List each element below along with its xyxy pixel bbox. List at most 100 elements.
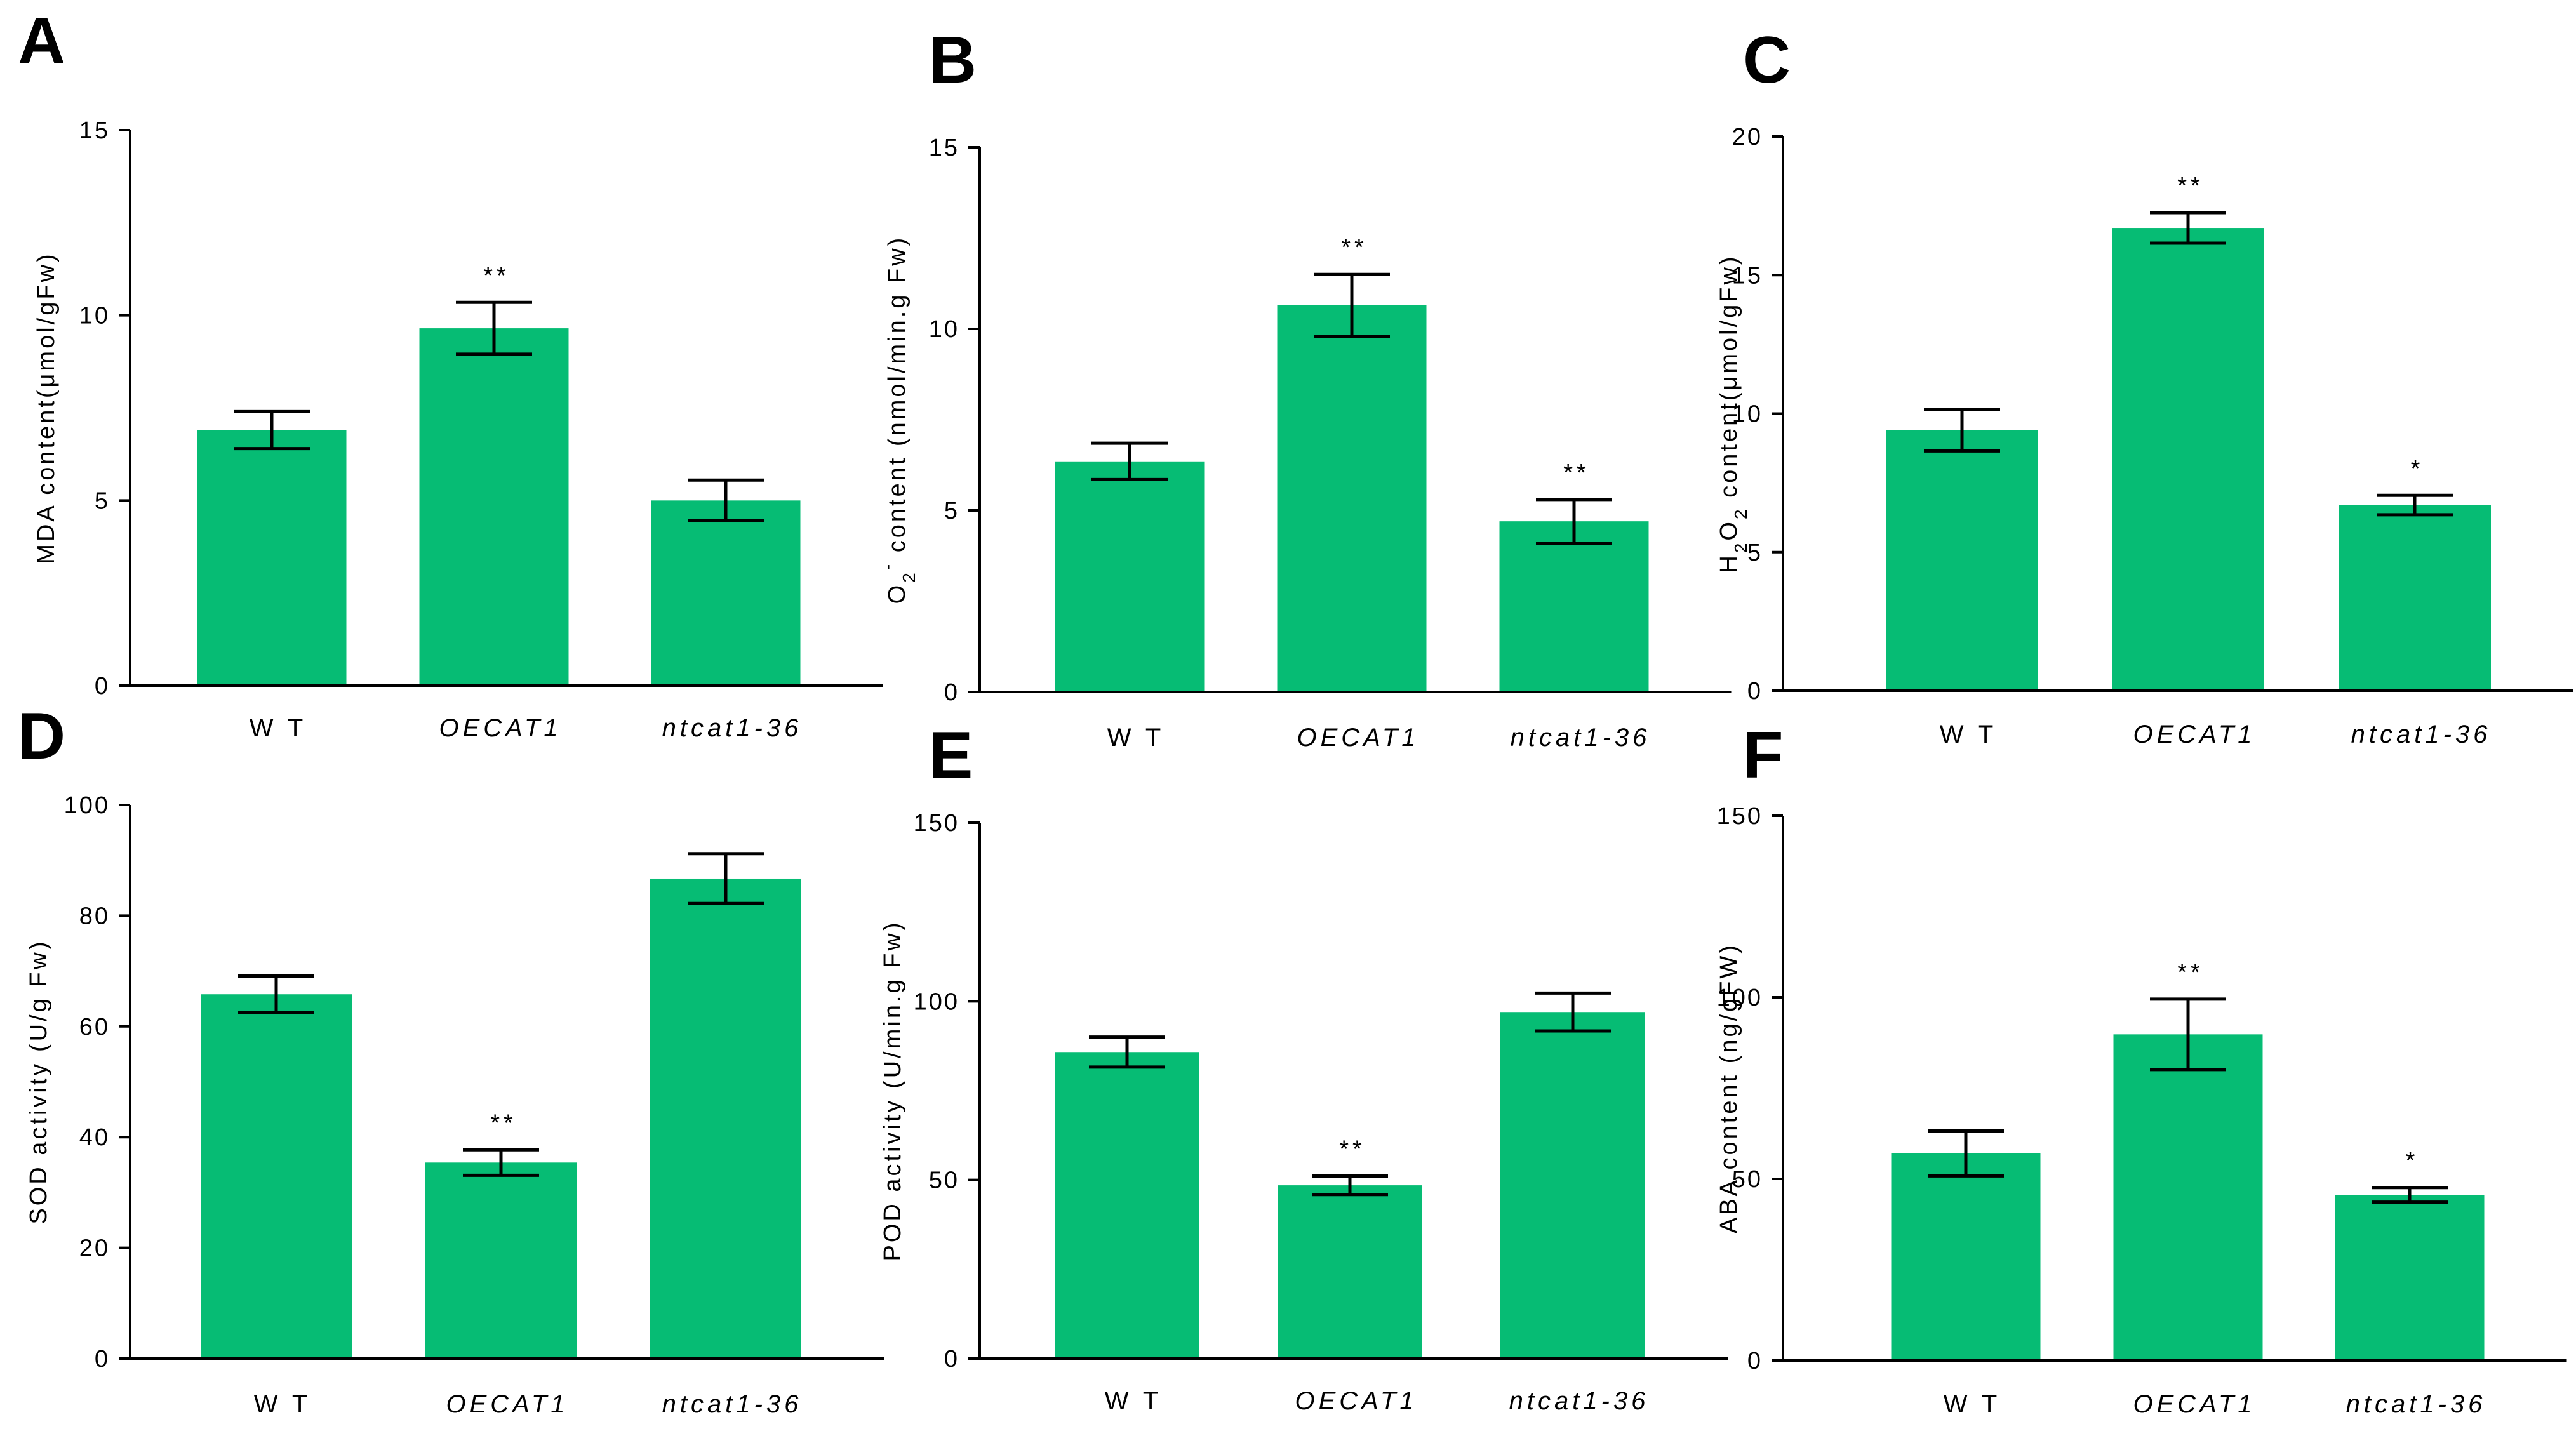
panel-letter: F — [1743, 719, 1784, 792]
error-bar — [238, 974, 314, 1014]
y-tick-label: 0 — [95, 1346, 110, 1373]
y-tick-label: 15 — [929, 135, 959, 161]
error-bar — [1312, 1174, 1388, 1197]
category-label: W T — [1105, 1387, 1163, 1415]
error-bar — [1091, 441, 1168, 481]
y-axis-label: MDA content(μmol/gFw) — [33, 251, 60, 564]
y-tick-label: 0 — [95, 673, 110, 700]
bar-oecat1 — [2112, 228, 2264, 691]
error-bar — [2150, 997, 2226, 1072]
error-bar — [688, 478, 764, 522]
error-bar — [1924, 408, 2000, 453]
bar-ntcat1-36 — [2339, 505, 2491, 691]
bar-oecat1 — [2113, 1034, 2263, 1360]
y-tick-label: 10 — [929, 316, 959, 343]
error-bar — [2372, 1186, 2448, 1204]
y-axis-label: H2O2 content(μmol/gFw) — [1716, 254, 1751, 573]
error-bar — [234, 409, 310, 451]
error-bar — [2377, 493, 2453, 517]
category-label: ntcat1-36 — [2346, 1390, 2486, 1418]
panel-letter: A — [18, 4, 65, 78]
significance-marker: ** — [483, 262, 510, 289]
category-label: OECAT1 — [446, 1390, 568, 1418]
significance-marker: ** — [490, 1110, 517, 1136]
bar-ntcat1-36 — [650, 878, 801, 1359]
category-label: W T — [250, 714, 307, 742]
panel-c: C W T ** OECAT1 * ntcat1-36 0 5 10 15 20 H2O2 conte… — [1716, 23, 2573, 748]
panel-d: D W T ** OECAT1 ntcat1-36 0 20 40 60 80 100 SOD act… — [18, 700, 884, 1418]
y-tick-label: 150 — [914, 810, 959, 837]
y-tick-label: 100 — [914, 988, 959, 1015]
significance-marker: ** — [1341, 234, 1368, 261]
bar-ntcat1-36 — [1500, 1012, 1645, 1359]
panel-e: E W T ** OECAT1 ntcat1-36 0 50 100 150 POD activi… — [879, 719, 1728, 1415]
bar-oecat1 — [1278, 1185, 1422, 1359]
axes — [978, 823, 1728, 1360]
category-label: ntcat1-36 — [1509, 1387, 1650, 1415]
y-tick-label: 0 — [944, 679, 959, 706]
y-axis-label: O2- content (nmol/min.g Fw) — [878, 236, 919, 604]
category-label: OECAT1 — [1297, 724, 1419, 752]
panel-letter: D — [18, 700, 65, 773]
bar-wt — [1055, 1052, 1199, 1359]
bar-wt — [1055, 461, 1205, 692]
y-tick-label: 5 — [1747, 540, 1763, 566]
error-bar — [1089, 1035, 1165, 1069]
y-tick-label: 5 — [944, 498, 959, 524]
category-label: ntcat1-36 — [1511, 724, 1651, 752]
error-bar — [2150, 211, 2226, 245]
panel-f: F W T ** OECAT1 * ntcat1-36 0 50 100 150 ABA conte… — [1716, 719, 2567, 1418]
category-label: W T — [1944, 1390, 2001, 1418]
y-tick-label: 20 — [79, 1235, 110, 1262]
bar-wt — [1891, 1153, 2041, 1360]
category-label: W T — [1940, 721, 1998, 748]
y-tick-label: 80 — [79, 903, 110, 929]
bar-wt — [201, 994, 352, 1359]
y-tick-label: 10 — [1732, 401, 1763, 428]
y-tick-label: 15 — [79, 117, 110, 144]
category-label: OECAT1 — [1295, 1387, 1417, 1415]
bar-wt — [1886, 430, 2038, 691]
category-label: OECAT1 — [439, 714, 561, 742]
error-bar — [1314, 272, 1390, 338]
y-tick-label: 100 — [64, 792, 110, 819]
category-label: ntcat1-36 — [2351, 721, 2492, 748]
y-tick-label: 0 — [1747, 678, 1763, 705]
panel-letter: C — [1743, 23, 1791, 97]
panel-b: B W T ** OECAT1 ** ntcat1-36 0 5 10 15 O2- content… — [878, 23, 1732, 752]
category-label: ntcat1-36 — [662, 1390, 803, 1418]
error-bar — [1535, 991, 1611, 1033]
y-tick-label: 0 — [944, 1346, 959, 1373]
y-tick-label: 15 — [1732, 262, 1763, 289]
panel-letter: B — [929, 23, 977, 97]
bar-ntcat1-36 — [651, 500, 801, 686]
error-bar — [688, 852, 764, 905]
y-tick-label: 5 — [95, 488, 110, 514]
y-axis-label: SOD activity (U/g Fw) — [25, 939, 52, 1224]
panel-a: A W T ** OECAT1 ntcat1-36 0 5 10 15 MDA content(μ… — [18, 4, 883, 742]
y-tick-label: 60 — [79, 1014, 110, 1040]
y-tick-label: 20 — [1732, 124, 1763, 150]
y-tick-label: 100 — [1717, 985, 1763, 1011]
bar-oecat1 — [425, 1162, 577, 1359]
y-axis-label: ABA content (ng/gFW) — [1716, 943, 1742, 1233]
category-label: W T — [254, 1390, 312, 1418]
y-tick-label: 50 — [1732, 1166, 1763, 1193]
y-tick-label: 150 — [1717, 803, 1763, 830]
axes — [1782, 816, 2567, 1362]
significance-marker: ** — [2177, 173, 2204, 199]
significance-marker: ** — [2177, 959, 2204, 986]
bar-wt — [197, 430, 347, 686]
axes — [129, 805, 884, 1360]
bar-ntcat1-36 — [2335, 1195, 2485, 1360]
significance-marker: * — [2406, 1148, 2419, 1174]
axes — [978, 147, 1732, 693]
bar-oecat1 — [1277, 305, 1427, 692]
y-tick-label: 0 — [1747, 1348, 1763, 1374]
error-bar — [1928, 1129, 2004, 1178]
bar-ntcat1-36 — [1499, 521, 1649, 692]
error-bar — [1536, 498, 1612, 545]
y-tick-label: 10 — [79, 303, 110, 329]
panel-letter: E — [929, 719, 973, 792]
